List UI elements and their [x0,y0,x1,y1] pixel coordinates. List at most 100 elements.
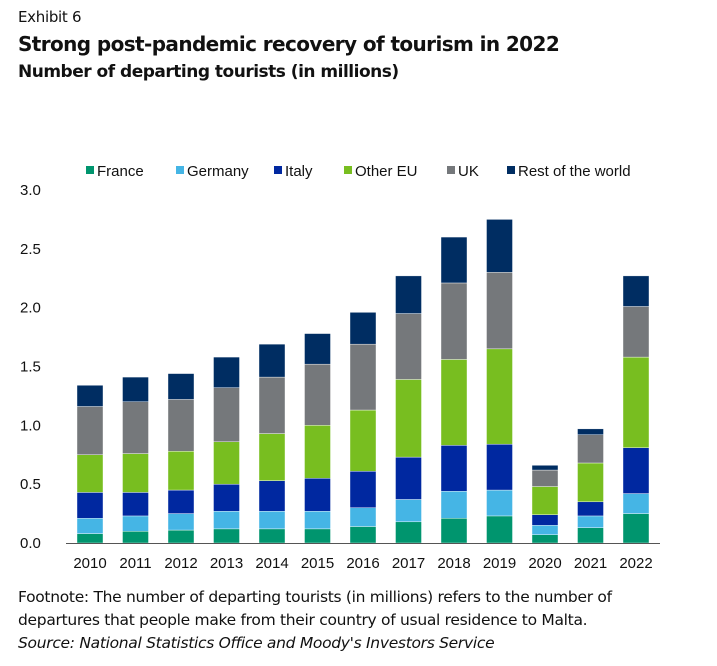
x-tick-label: 2016 [346,555,379,572]
x-tick-label: 2022 [619,555,652,572]
x-tick-label: 2015 [301,555,334,572]
bar-segment-italy [622,447,650,494]
bar-segment-rest-of-the-world [622,275,650,307]
x-tick-label: 2018 [437,555,470,572]
legend-label: Rest of the world [518,163,631,180]
bar-segment-rest-of-the-world [304,333,331,365]
footnote-line-2: departures that people make from their c… [18,611,588,629]
legend-swatch [447,166,455,174]
bar-segment-uk [167,399,195,452]
bar-segment-other-eu [122,453,149,493]
bar-segment-france [167,529,195,544]
bar-segment-rest-of-the-world [76,385,104,407]
bar-segment-rest-of-the-world [486,219,513,273]
chart-title: Strong post-pandemic recovery of tourism… [18,32,560,56]
chart-subtitle: Number of departing tourists (in million… [18,62,399,82]
bar-segment-other-eu [440,359,468,446]
x-tick-label: 2019 [483,555,516,572]
bar-segment-germany [486,489,513,517]
y-tick-label: 0.5 [20,476,41,493]
legend-label: France [97,163,144,180]
bar-segment-france [395,521,422,544]
y-tick-label: 1.0 [20,417,41,434]
exhibit-label: Exhibit 6 [18,8,82,26]
bar-segment-germany [440,491,468,519]
legend-swatch [176,166,184,174]
bar-segment-other-eu [213,441,240,485]
bar-segment-france [349,526,377,544]
bar-segment-germany [258,511,286,530]
bar-segment-germany [167,513,195,531]
bar-segment-italy [577,501,604,517]
bar-segment-uk [440,282,468,360]
bar-segment-italy [531,514,559,526]
y-tick-label: 2.0 [20,300,41,317]
bar-segment-germany [395,499,422,523]
x-tick-label: 2017 [392,555,425,572]
bar-segment-other-eu [486,348,513,445]
bar-segment-france [76,533,104,544]
bar-segment-france [440,518,468,544]
legend-label: UK [458,163,479,180]
bar-segment-germany [76,518,104,534]
y-tick-label: 3.0 [20,182,41,199]
source-note: Source: National Statistics Office and M… [18,634,495,652]
bar-segment-rest-of-the-world [395,275,422,314]
bar-segment-uk [531,469,559,487]
bar-segment-rest-of-the-world [440,236,468,284]
bar-segment-uk [213,387,240,443]
bar-segment-other-eu [258,433,286,481]
bar-segment-france [577,527,604,544]
bar-segment-france [304,528,331,544]
bar-segment-other-eu [531,486,559,515]
x-tick-label: 2012 [164,555,197,572]
legend-swatch [507,166,515,174]
bar-segment-germany [622,493,650,514]
bar-segment-italy [349,471,377,508]
bar-segment-other-eu [577,462,604,503]
bar-segment-uk [122,401,149,454]
legend-label: Other EU [355,163,418,180]
bar-segment-uk [258,376,286,434]
legend-label: Italy [285,163,313,180]
legend-label: Germany [187,163,249,180]
stacked-bar-chart: 0.0 0.5 1.0 1.5 2.0 2.5 3.0 2010 2011 2012 2013 201… [20,163,660,572]
bar-segment-rest-of-the-world [258,343,286,378]
bar-segment-germany [213,511,240,530]
bar-segment-france [122,531,149,544]
bar-segment-uk [577,434,604,464]
bar-segment-rest-of-the-world [531,465,559,471]
bar-segment-other-eu [167,451,195,491]
x-tick-label: 2010 [73,555,106,572]
bar-segment-uk [76,406,104,455]
bar-segment-germany [531,525,559,535]
bar-segment-uk [622,306,650,358]
bar-segment-other-eu [349,409,377,472]
bar-segment-germany [349,507,377,527]
y-tick-label: 2.5 [20,241,41,258]
bar-segment-uk [349,343,377,411]
bar-segment-rest-of-the-world [213,356,240,388]
bar-segment-italy [122,492,149,517]
bar-segment-italy [304,478,331,512]
bar-segment-italy [213,483,240,512]
bar-segment-italy [76,492,104,519]
bar-segment-uk [395,313,422,380]
footnote-line-1: Footnote: The number of departing touris… [18,588,612,606]
bar-segment-italy [486,443,513,491]
bar-segment-germany [304,511,331,530]
y-tick-label: 0.0 [20,535,41,552]
bar-segment-italy [167,489,195,514]
legend-swatch [86,166,94,174]
bar-segment-rest-of-the-world [577,428,604,435]
x-tick-label: 2020 [528,555,561,572]
legend-swatch [274,166,282,174]
bar-segment-rest-of-the-world [167,373,195,400]
bar-segment-other-eu [395,379,422,458]
bar-segment-uk [486,272,513,350]
bar-segment-other-eu [622,356,650,448]
bar-segment-france [531,534,559,544]
bar-segment-rest-of-the-world [122,376,149,402]
bar-segment-rest-of-the-world [349,312,377,345]
bar-segment-uk [304,363,331,426]
